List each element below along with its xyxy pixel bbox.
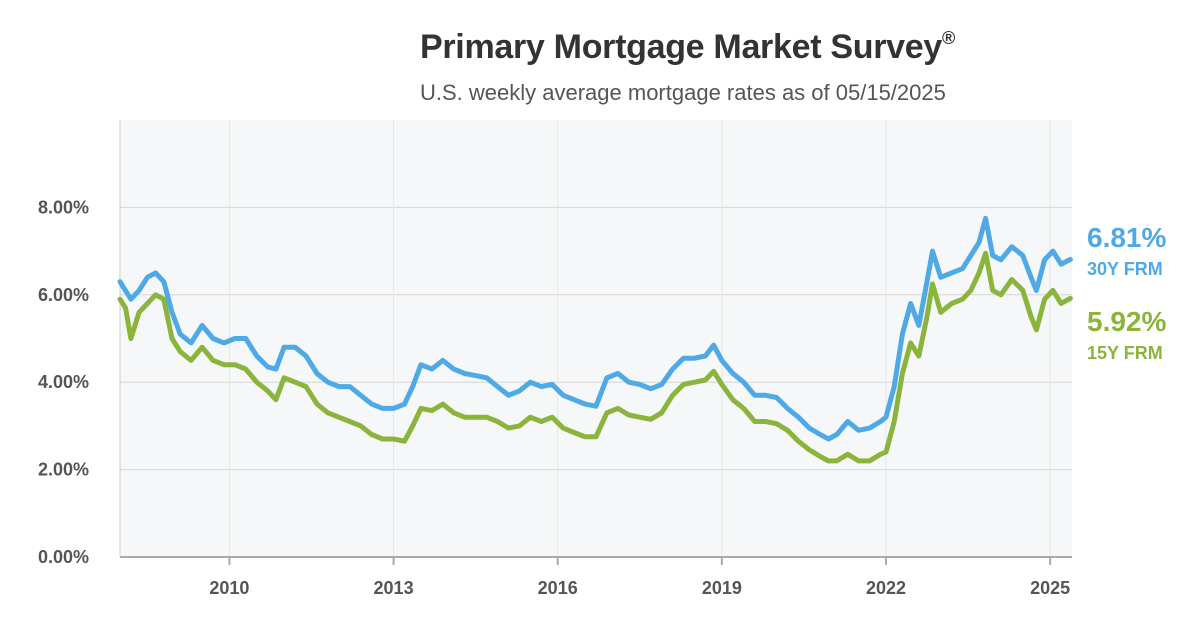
y-tick-label: 4.00% (38, 372, 89, 392)
x-axis-ticks: 2010 2013 2016 2019 2022 2025 (209, 557, 1070, 598)
chart-title: Primary Mortgage Market Survey® (420, 28, 955, 67)
label-15y-name: 15Y FRM (1087, 343, 1163, 363)
series-lines (117, 215, 1073, 464)
chart-subtitle: U.S. weekly average mortgage rates as of… (420, 80, 946, 105)
registered-mark: ® (942, 28, 955, 48)
label-30y-value: 6.81% (1087, 222, 1166, 253)
x-tick-label: 2025 (1030, 578, 1070, 598)
label-30y-name: 30Y FRM (1087, 259, 1163, 279)
y-tick-label: 8.00% (38, 197, 89, 217)
x-tick-label: 2022 (866, 578, 906, 598)
chart-title-text: Primary Mortgage Market Survey (420, 28, 942, 66)
y-tick-label: 6.00% (38, 285, 89, 305)
x-tick-label: 2010 (209, 578, 249, 598)
x-tick-label: 2019 (702, 578, 742, 598)
series-line-15y (117, 250, 1073, 464)
y-tick-label: 0.00% (38, 547, 89, 567)
x-tick-label: 2016 (538, 578, 578, 598)
plot-area (120, 120, 1072, 557)
label-15y-value: 5.92% (1087, 306, 1166, 337)
gridlines (120, 120, 1072, 557)
series-line-30y (117, 215, 1073, 442)
x-tick-label: 2013 (374, 578, 414, 598)
y-axis-ticks: 0.00% 2.00% 4.00% 6.00% 8.00% (38, 197, 89, 567)
y-tick-label: 2.00% (38, 460, 89, 480)
